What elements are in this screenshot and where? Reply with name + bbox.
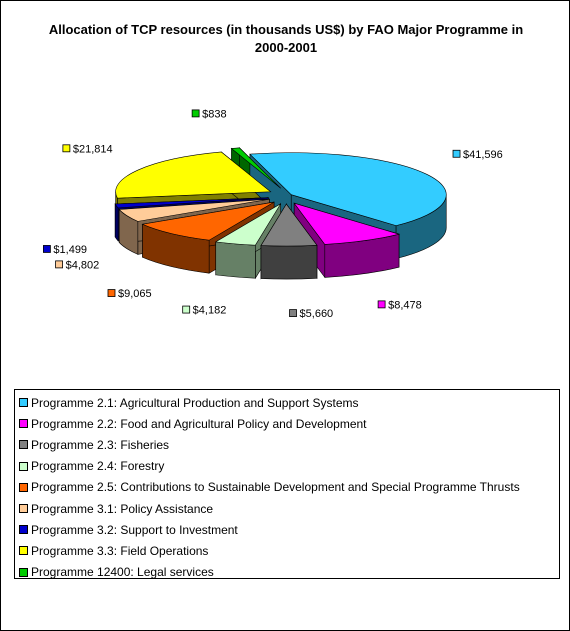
- pie-tops: [114, 147, 447, 247]
- data-label-text: $41,596: [463, 149, 503, 161]
- legend-swatch: [19, 546, 28, 556]
- data-label-swatch: [55, 260, 63, 269]
- data-label: $838: [191, 108, 227, 120]
- data-label: $8,478: [377, 299, 422, 311]
- data-label-swatch: [452, 149, 461, 158]
- legend-label: Programme 3.2: Support to Investment: [31, 522, 238, 537]
- data-label: $21,814: [62, 143, 113, 155]
- legend-item: Programme 2.2: Food and Agricultural Pol…: [15, 413, 559, 434]
- legend-swatch: [19, 419, 28, 429]
- legend-swatch: [19, 525, 28, 535]
- data-label-swatch: [191, 109, 200, 118]
- legend-swatch: [19, 482, 28, 492]
- legend-swatch: [19, 398, 28, 408]
- legend-swatch: [19, 567, 28, 577]
- legend-item: Programme 2.5: Contributions to Sustaina…: [15, 477, 559, 498]
- data-label-text: $21,814: [73, 143, 113, 155]
- data-label-text: $838: [202, 108, 226, 120]
- data-label-text: $4,802: [66, 259, 100, 271]
- data-label-text: $5,660: [300, 308, 334, 320]
- legend-item: Programme 2.3: Fisheries: [15, 434, 559, 455]
- pie-slice-top: [249, 152, 447, 226]
- legend-label: Programme 2.3: Fisheries: [31, 437, 170, 452]
- data-label-text: $9,065: [118, 288, 152, 300]
- legend-label: Programme 2.4: Forestry: [31, 459, 165, 474]
- legend-label: Programme 3.1: Policy Assistance: [31, 501, 214, 516]
- pie-slice-top: [260, 203, 318, 247]
- data-labels: $41,596 $8,478 $5,660 $4,182 $9,065 $4,802 $1,…: [43, 108, 503, 320]
- data-label: $5,660: [289, 308, 334, 320]
- data-label: $1,499: [43, 244, 87, 256]
- legend-item: Programme 2.4: Forestry: [15, 456, 559, 477]
- legend-item: Programme 2.1: Agricultural Production a…: [15, 392, 559, 413]
- pie-slice-top: [214, 203, 281, 246]
- data-label: $4,182: [182, 305, 227, 317]
- data-label-swatch: [62, 144, 71, 153]
- chart-title: Allocation of TCP resources (in thousand…: [48, 22, 524, 55]
- data-label-swatch: [377, 300, 386, 309]
- legend-item: Programme 3.3: Field Operations: [15, 540, 559, 561]
- legend-label: Programme 2.5: Contributions to Sustaina…: [31, 480, 520, 495]
- data-label-swatch: [289, 309, 297, 317]
- pie-slice-top: [115, 151, 272, 199]
- legend-label: Programme 2.1: Agricultural Production a…: [31, 395, 359, 410]
- data-label-swatch: [182, 305, 191, 314]
- legend-item: Programme 3.2: Support to Investment: [15, 519, 559, 540]
- data-label: $4,802: [55, 259, 100, 271]
- legend-item: Programme 3.1: Policy Assistance: [15, 498, 559, 519]
- legend-swatch: [19, 440, 28, 450]
- data-label-text: $8,478: [388, 299, 422, 311]
- pie-slice-top: [230, 147, 281, 189]
- pie-chart: $41,596 $8,478 $5,660 $4,182 $9,065 $4,802 $1,…: [43, 108, 503, 320]
- legend-label: Programme 3.3: Field Operations: [31, 543, 209, 558]
- legend-swatch: [19, 461, 28, 471]
- data-label-text: $4,182: [193, 305, 227, 317]
- data-label-swatch: [107, 289, 116, 297]
- data-label-swatch: [43, 245, 51, 253]
- legend: Programme 2.1: Agricultural Production a…: [14, 389, 560, 579]
- data-label-text: $1,499: [53, 244, 87, 256]
- pie-slice-top: [141, 201, 275, 241]
- legend-label: Programme 12400: Legal services: [31, 565, 214, 580]
- legend-swatch: [19, 504, 28, 514]
- data-label: $9,065: [107, 288, 152, 300]
- pie-slice-top: [293, 202, 401, 245]
- data-label: $41,596: [452, 149, 503, 161]
- pie-slice-top: [114, 197, 269, 209]
- legend-item: Programme 12400: Legal services: [15, 562, 559, 583]
- pie-slice-top: [118, 198, 270, 222]
- legend-label: Programme 2.2: Food and Agricultural Pol…: [31, 416, 367, 431]
